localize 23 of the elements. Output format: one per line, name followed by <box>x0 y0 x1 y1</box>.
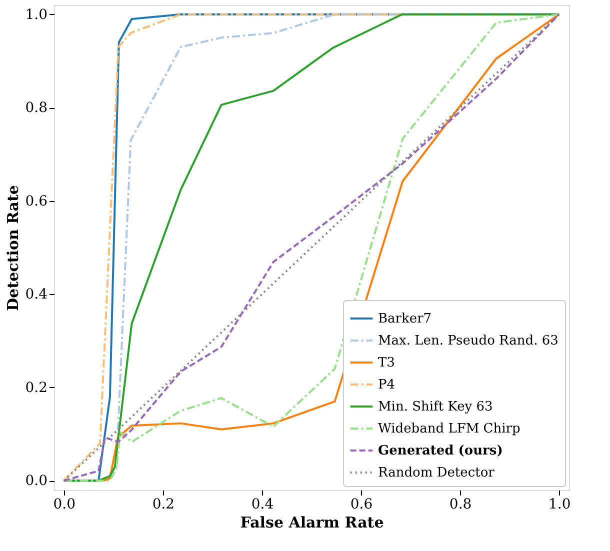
y-tick-label: 0.2 <box>25 380 48 396</box>
y-tick-label: 1.0 <box>25 6 48 23</box>
y-tick-label: 0.8 <box>25 100 48 116</box>
legend-label: Generated (ours) <box>378 444 503 458</box>
y-tick-label: 0.0 <box>25 473 48 490</box>
y-tick-label: 0.6 <box>25 193 48 210</box>
legend-label: T3 <box>378 356 395 370</box>
x-tick-label: 0.6 <box>350 496 373 512</box>
x-tick-label: 0.0 <box>53 496 76 512</box>
x-axis-title: False Alarm Rate <box>240 514 384 532</box>
legend-label: Barker7 <box>378 312 432 326</box>
legend-label: Wideband LFM Chirp <box>378 422 520 436</box>
y-axis-title: Detection Rate <box>4 185 22 311</box>
legend-label: P4 <box>378 378 396 392</box>
legend-label: Random Detector <box>378 466 496 480</box>
x-tick-label: 0.4 <box>251 496 274 512</box>
legend-label: Min. Shift Key 63 <box>378 400 493 414</box>
legend-label: Max. Len. Pseudo Rand. 63 <box>378 334 558 348</box>
y-tick-label: 0.4 <box>25 286 48 303</box>
x-tick-label: 1.0 <box>548 496 571 512</box>
x-tick-label: 0.8 <box>449 496 472 512</box>
line-series <box>62 13 560 482</box>
x-tick-label: 0.2 <box>152 496 175 512</box>
